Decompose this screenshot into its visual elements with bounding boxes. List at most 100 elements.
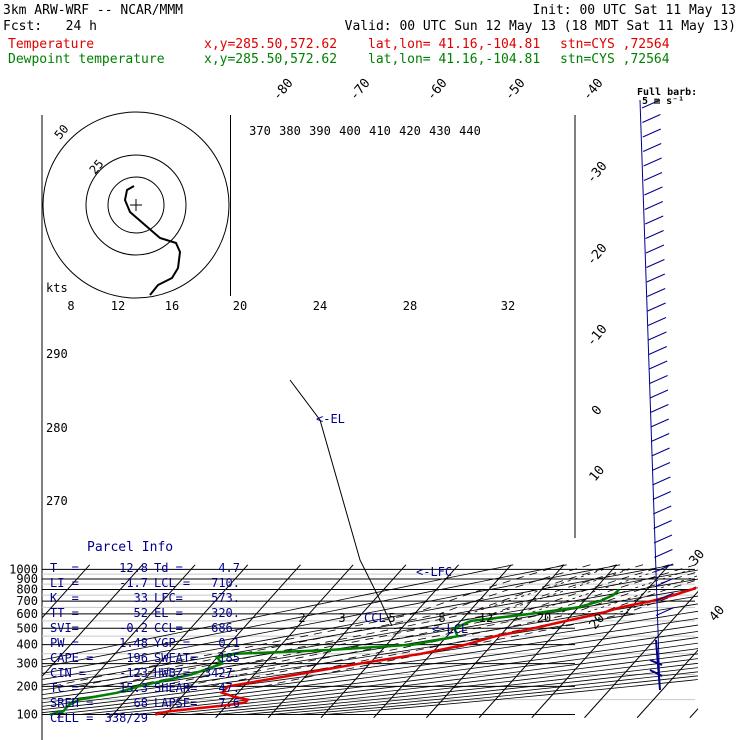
ccl-marker: CCL: [364, 611, 386, 625]
wind-barb: [642, 128, 662, 138]
isotherm-label: -50: [502, 76, 529, 104]
isotherm-line: [267, 564, 407, 719]
mixing-ratio-label: 8: [438, 611, 445, 625]
dewpoint-xy: x,y=285.50,572.62: [204, 52, 338, 67]
parcel-key: LFC=: [154, 591, 183, 605]
pressure-label: 1000: [9, 562, 38, 576]
dewpoint-legend: Dewpoint temperature: [8, 52, 165, 67]
dry-adiabat: [52, 630, 698, 715]
moist-adiabat: [104, 564, 617, 687]
isotherm-label: -70: [347, 76, 374, 104]
lcl-marker: <-LCL: [432, 622, 468, 636]
forecast-hour: Fcst: 24 h: [3, 19, 97, 34]
mixing-ratio-line: [468, 568, 604, 615]
parcel-value: 686.: [211, 621, 240, 635]
theta-e-label: 270: [46, 494, 68, 508]
parcel-value: 15.3: [119, 681, 148, 695]
pressure-label: 600: [16, 607, 38, 621]
isotherm-label: -60: [424, 76, 451, 104]
dewpoint-station: stn=CYS ,72564: [560, 52, 670, 67]
parcel-key: SWEAT=: [154, 651, 198, 665]
parcel-value: 3427.: [203, 666, 240, 680]
theta-label: 420: [399, 124, 421, 138]
isotherm-line: [531, 564, 670, 719]
parcel-value: -123: [119, 666, 148, 680]
wind-barb: [652, 476, 671, 486]
dry-adiabat: [42, 578, 698, 691]
moist-adiabat: [51, 564, 565, 687]
parcel-value: 68: [133, 696, 148, 710]
dry-adiabat: [161, 653, 698, 715]
wind-barb: [641, 99, 661, 109]
isotherm-label: 0: [589, 403, 606, 419]
parcel-key: LCL =: [154, 576, 191, 590]
valid-time: Valid: 00 UTC Sun 12 May 13 (18 MDT Sat …: [344, 19, 736, 34]
pressure-label: 300: [16, 657, 38, 671]
temperature-legend: Temperature: [8, 37, 95, 52]
parcel-info-row: Tc = 15.3 SHEAR= 47.: [50, 681, 240, 696]
theta-label: 400: [339, 124, 361, 138]
el-marker: <-EL: [316, 412, 345, 426]
mixing-ratio-line: [494, 568, 630, 615]
moist-adiabat: [235, 579, 698, 687]
parcel-value: 338/29: [104, 711, 148, 725]
dry-adiabat: [270, 671, 698, 715]
parcel-info-row: SREH = 68 LAPSE= 7.6: [50, 696, 240, 711]
isotherm-line: [42, 564, 91, 619]
dewpoint-trace: [49, 588, 621, 716]
wind-barb: [654, 563, 674, 573]
theta-label: 390: [309, 124, 331, 138]
wind-barb: [649, 639, 663, 691]
parcel-key: LI =: [50, 576, 79, 590]
wind-barb: [650, 418, 670, 428]
mixing-ratio-line: [556, 568, 692, 615]
parcel-key: K =: [50, 591, 79, 605]
parcel-info-panel: Parcel Info T = 12.8 Td = 4.7 LI = -1.7 LCL = 7…: [44, 538, 240, 738]
wind-barb: [644, 186, 663, 196]
parcel-value: 185: [218, 651, 240, 665]
hodo-speed-label: 32: [501, 299, 515, 313]
parcel-info-title: Parcel Info: [87, 540, 174, 555]
mixing-ratio-label: 12: [479, 611, 493, 625]
wind-barb: [643, 157, 662, 167]
temperature-station: stn=CYS ,72564: [560, 37, 670, 52]
pressure-label: 200: [16, 679, 38, 693]
mixing-ratio-line: [581, 575, 698, 615]
dry-adiabat: [216, 662, 698, 715]
parcel-value: 196: [126, 651, 148, 665]
moist-adiabat: [130, 564, 644, 687]
dry-adiabat: [79, 637, 698, 715]
hodo-speed-label: 20: [233, 299, 247, 313]
wind-barb: [648, 331, 667, 341]
wind-barb: [643, 172, 663, 181]
dry-adiabat: [42, 564, 621, 674]
mixing-ratio-label: 20: [537, 611, 551, 625]
parcel-info-row: PW = 1.48 YGP = 0.1: [50, 636, 240, 651]
parcel-value: 4.7: [218, 561, 240, 575]
parcel-info-row: CAPE = 196 SWEAT= 185: [50, 651, 240, 666]
wind-barb: [655, 607, 675, 616]
wind-barb: [644, 201, 664, 210]
wind-barb: [654, 549, 673, 558]
barb-legend-label: Full barb:: [637, 87, 697, 98]
parcel-key: Tc =: [50, 681, 79, 695]
wind-barb: [646, 273, 666, 283]
hodo-speed-label: 16: [165, 299, 179, 313]
pressure-label: 900: [16, 572, 38, 586]
parcel-info-row: CIN = -123 HWBZ= 3427.: [50, 666, 240, 681]
wind-barb: [649, 375, 668, 384]
dry-adiabat: [42, 603, 698, 704]
wind-barb: [651, 447, 670, 457]
wind-barb: [650, 404, 669, 413]
isotherm-line: [215, 564, 354, 719]
parcel-key: SREH =: [50, 696, 94, 710]
parcel-key: CAPE =: [50, 651, 94, 665]
theta-label: 430: [429, 124, 451, 138]
hodo-speed-label: 28: [403, 299, 417, 313]
wind-barb: [654, 578, 674, 587]
parcel-value: 320.: [211, 606, 240, 620]
wind-barb: [645, 230, 664, 239]
parcel-value: 47.: [218, 681, 240, 695]
isotherm-label: 10: [587, 463, 609, 485]
